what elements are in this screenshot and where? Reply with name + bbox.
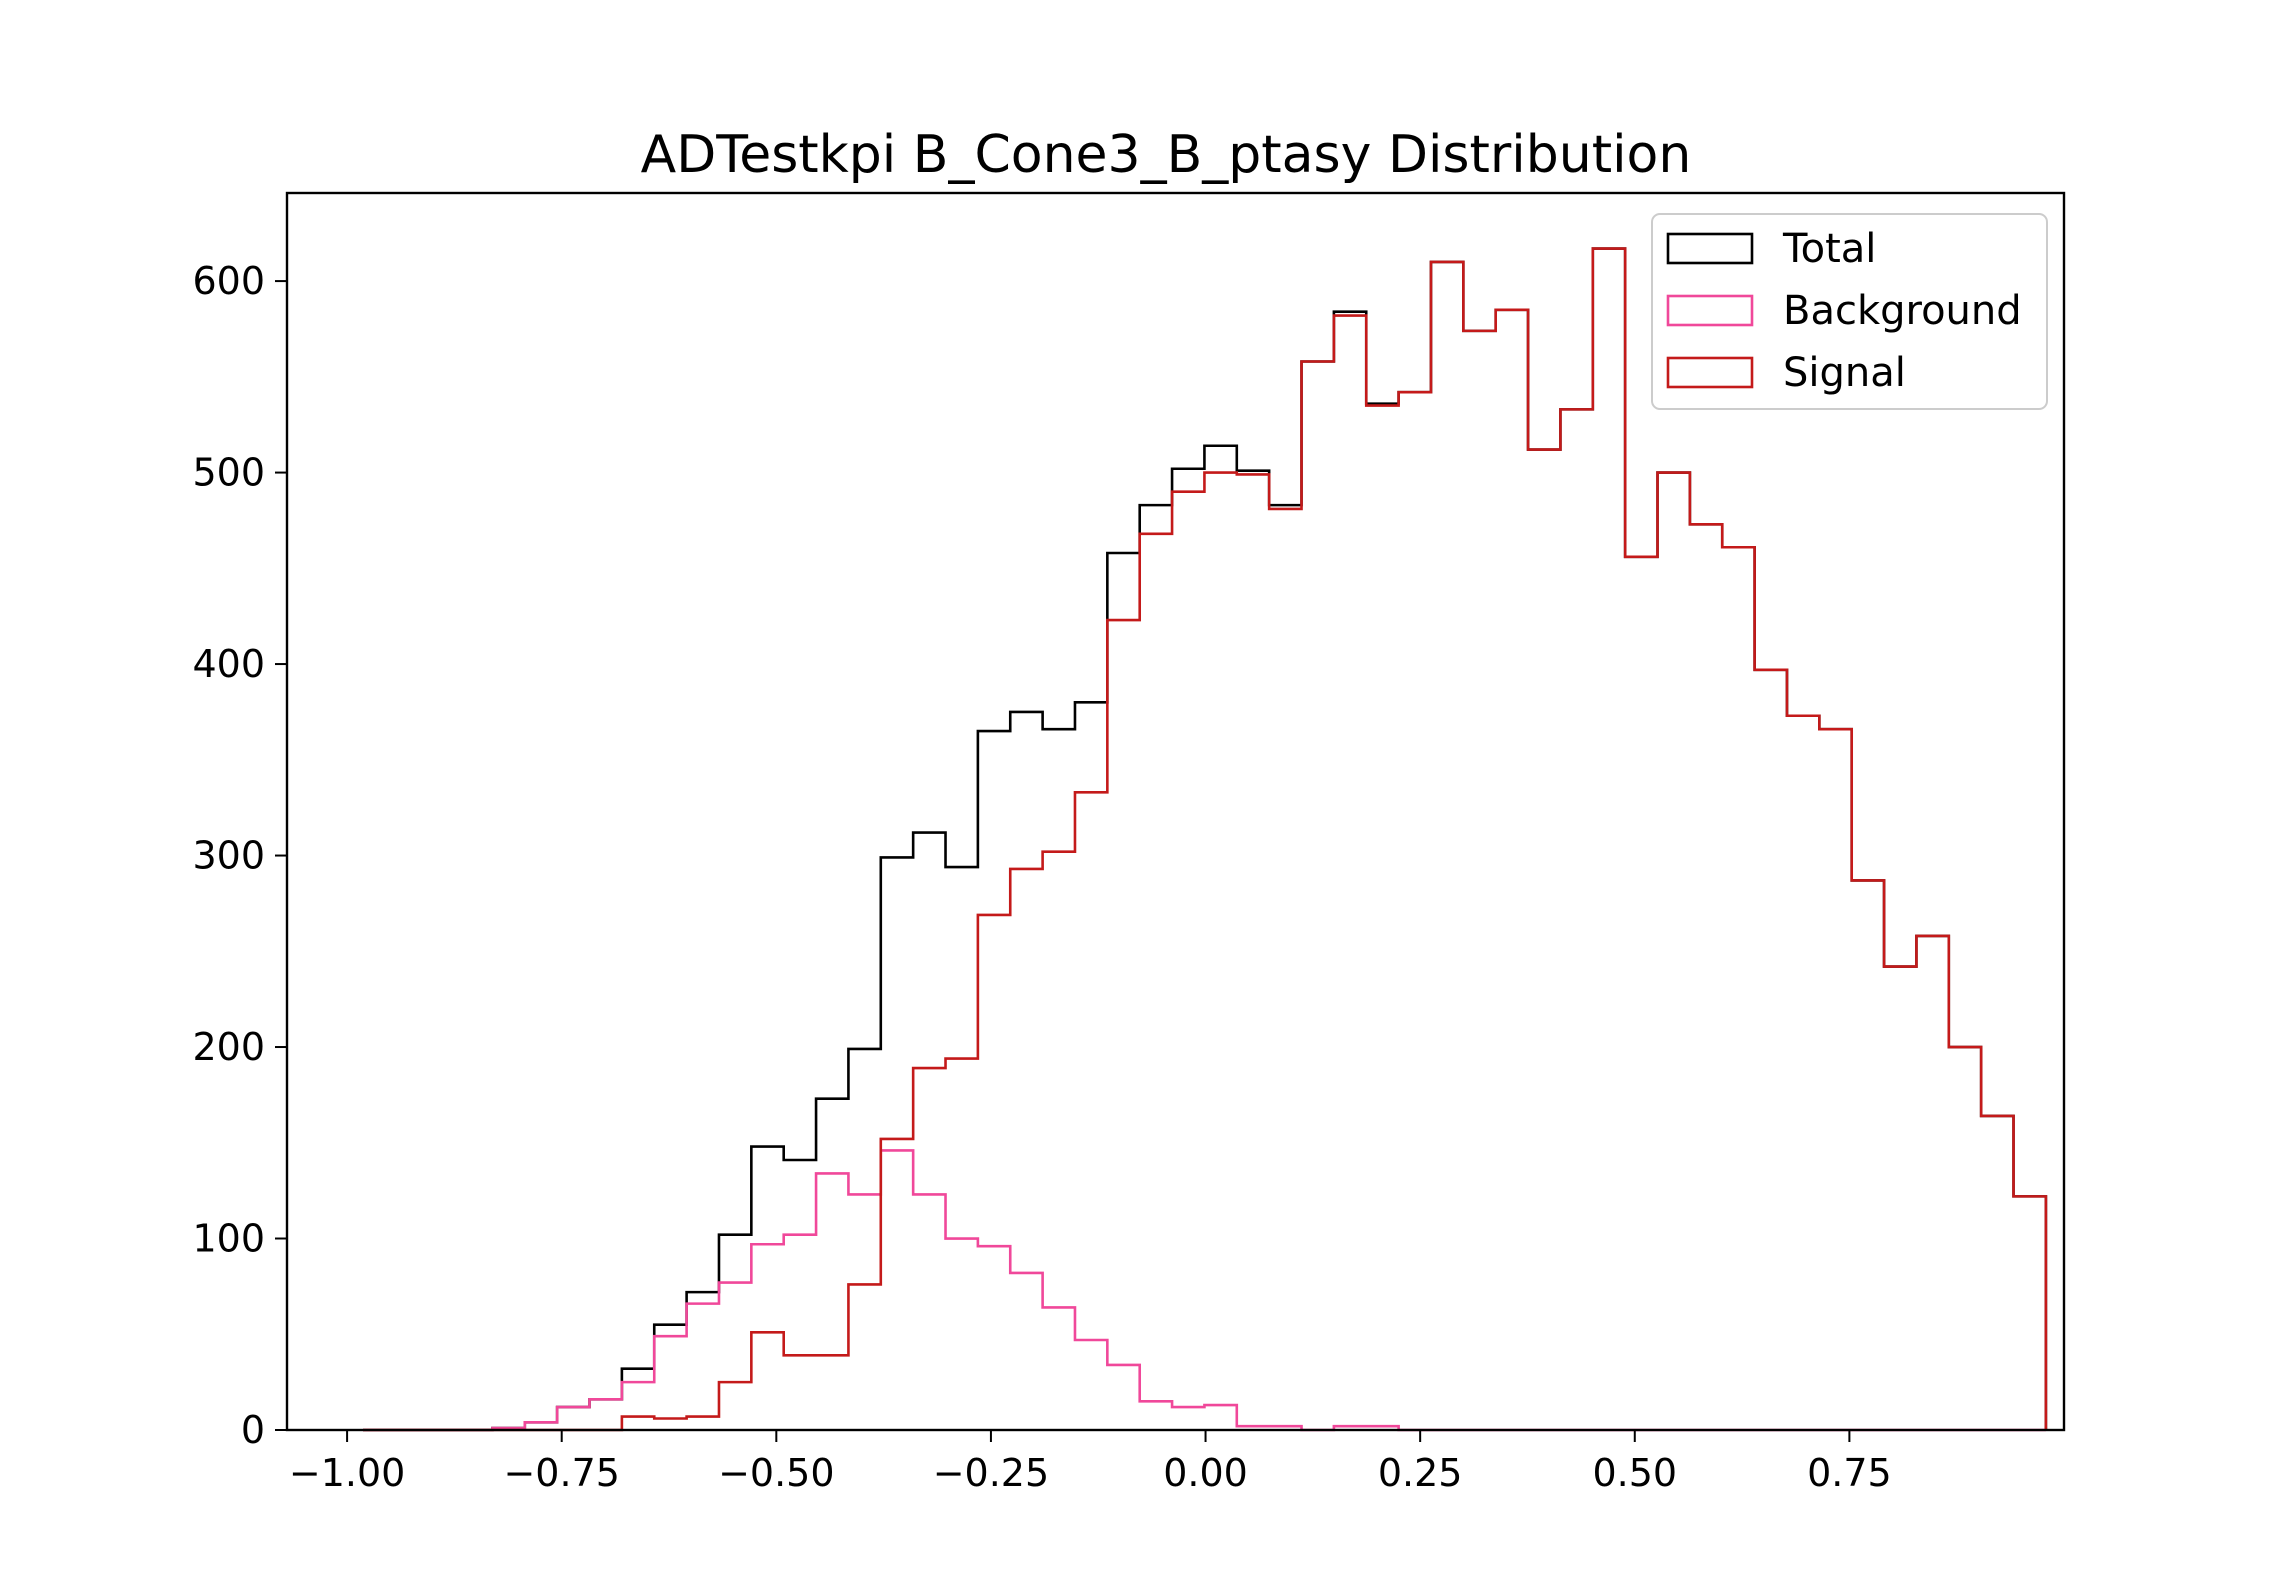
- y-tick-label: 500: [192, 451, 265, 495]
- legend-swatch-total: [1666, 232, 1754, 265]
- x-tick-label: −0.50: [718, 1451, 834, 1495]
- series-background: [362, 1149, 2046, 1432]
- y-tick-label: 100: [192, 1217, 265, 1261]
- legend-swatch-signal: [1666, 356, 1754, 389]
- y-tick-label: 300: [192, 834, 265, 878]
- y-tick-label: 600: [192, 259, 265, 303]
- x-tick-label: −0.75: [503, 1451, 619, 1495]
- y-tick-label: 200: [192, 1025, 265, 1069]
- histogram-step-signal: [362, 247, 2048, 1432]
- chart-title: ADTestkpi B_Cone3_B_ptasy Distribution: [641, 125, 1692, 185]
- x-tick-label: 0.75: [1807, 1451, 1892, 1495]
- x-tick-label: 0.50: [1592, 1451, 1677, 1495]
- x-tick-label: −0.25: [933, 1451, 1049, 1495]
- y-tick-label: 0: [241, 1408, 265, 1452]
- series-signal: [362, 247, 2048, 1432]
- histogram-step-background: [362, 1149, 2046, 1432]
- x-tick-label: 0.00: [1163, 1451, 1248, 1495]
- series-layer: [362, 247, 2048, 1432]
- plot-frame: [285, 191, 2066, 1432]
- series-total: [362, 247, 2048, 1432]
- legend: Total Background Signal: [1651, 213, 2048, 410]
- legend-label-total: Total: [1782, 226, 1876, 272]
- axes-layer: −1.00 −0.75 −0.50 −0.25 0.00 0.25 0.50 0.75 0 100…: [192, 259, 1891, 1495]
- legend-label-signal: Signal: [1783, 350, 1906, 396]
- x-tick-label: 0.25: [1378, 1451, 1463, 1495]
- y-tick-label: 400: [192, 642, 265, 686]
- legend-swatch-background: [1666, 294, 1754, 327]
- histogram-step-total: [362, 247, 2048, 1432]
- legend-label-background: Background: [1783, 288, 2022, 334]
- x-tick-label: −1.00: [289, 1451, 405, 1495]
